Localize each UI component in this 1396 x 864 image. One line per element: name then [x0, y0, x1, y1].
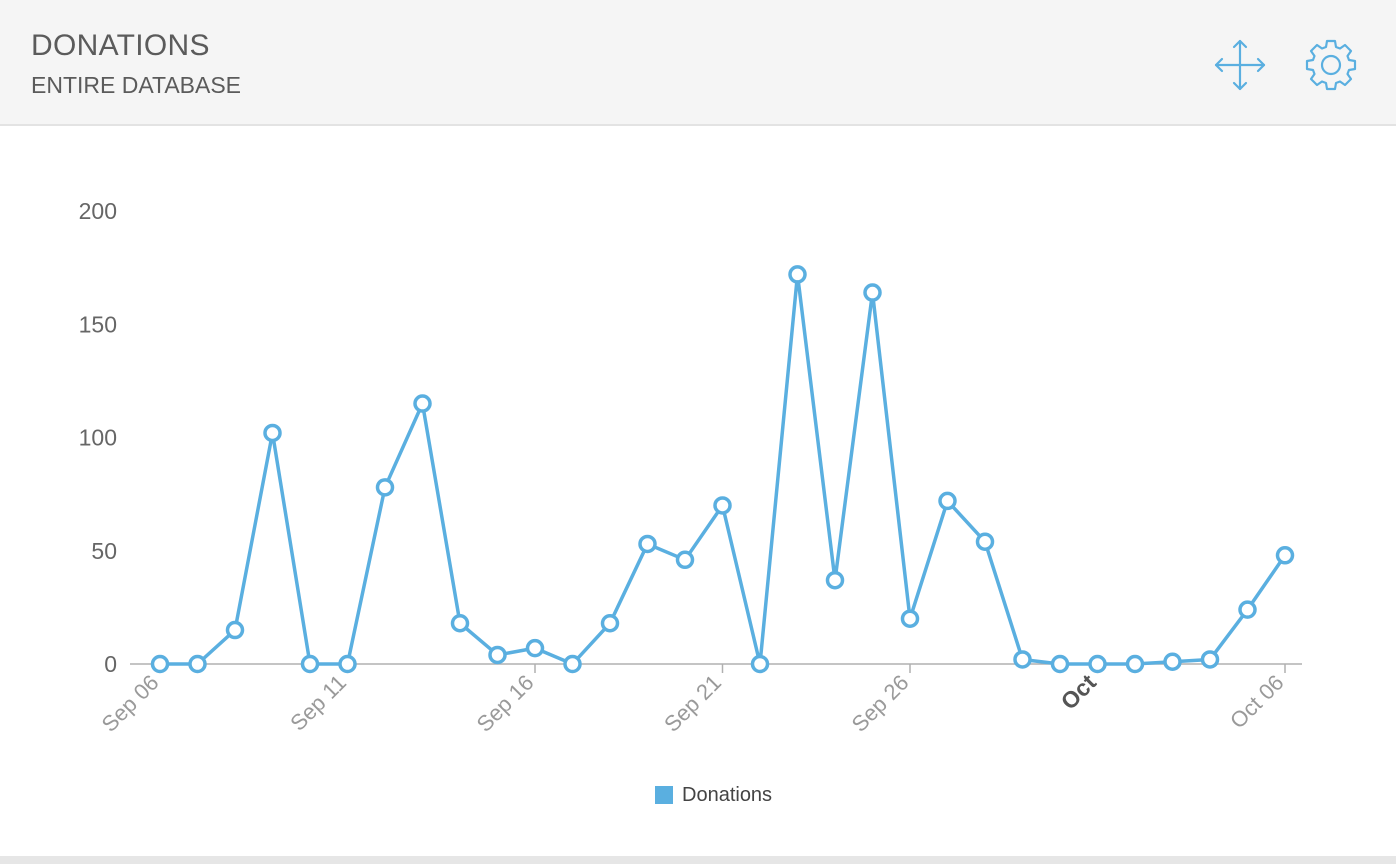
gear-icon[interactable]: [1305, 39, 1357, 91]
x-tick-label: Sep 26: [847, 670, 914, 737]
widget-title: DONATIONS: [31, 29, 210, 62]
data-point[interactable]: [975, 532, 995, 551]
widget-bottom-border: [0, 856, 1396, 864]
data-point[interactable]: [1088, 654, 1107, 674]
data-point[interactable]: [1238, 600, 1257, 619]
data-point[interactable]: [1163, 652, 1182, 671]
data-point[interactable]: [413, 394, 432, 413]
data-point[interactable]: [450, 613, 470, 633]
legend-label: Donations: [682, 784, 773, 806]
y-tick-label: 50: [91, 538, 117, 564]
data-point[interactable]: [150, 654, 170, 674]
line-chart: 0 50 100 150 200 Sep 06 Sep 11 Sep 16 Sep 21 Sep …: [79, 198, 1302, 737]
data-point[interactable]: [300, 654, 320, 674]
data-point[interactable]: [1125, 654, 1145, 674]
chart-legend[interactable]: Donations: [655, 783, 772, 807]
chart-area: 0 50 100 150 200 Sep 06 Sep 11 Sep 16 Sep 21 Sep …: [0, 128, 1396, 856]
y-tick-label: 150: [79, 311, 117, 337]
data-point[interactable]: [525, 638, 545, 658]
data-point[interactable]: [1050, 654, 1070, 674]
y-tick-label: 100: [79, 425, 117, 451]
data-point[interactable]: [375, 478, 395, 497]
data-point[interactable]: [338, 654, 357, 674]
move-arrows-icon[interactable]: [1214, 39, 1266, 91]
data-point[interactable]: [1013, 650, 1032, 669]
data-point[interactable]: [1275, 546, 1295, 565]
data-point[interactable]: [938, 491, 957, 511]
data-point[interactable]: [863, 283, 882, 302]
data-point[interactable]: [188, 654, 207, 674]
data-point[interactable]: [1200, 650, 1220, 669]
widget-subtitle: ENTIRE DATABASE: [31, 72, 242, 98]
series-line-donations: [158, 272, 1287, 666]
x-tick-label: Sep 06: [97, 670, 164, 737]
x-tick-label: Sep 21: [659, 670, 726, 737]
data-point[interactable]: [900, 609, 920, 628]
data-point[interactable]: [713, 496, 732, 515]
x-tick-label: Oct 06: [1225, 670, 1289, 734]
data-point[interactable]: [563, 654, 582, 674]
data-point[interactable]: [675, 550, 695, 570]
data-point[interactable]: [488, 645, 507, 665]
legend-swatch: [655, 786, 673, 804]
data-point[interactable]: [750, 654, 770, 674]
widget-header: DONATIONS ENTIRE DATABASE: [0, 0, 1396, 126]
data-point[interactable]: [225, 620, 245, 640]
data-point[interactable]: [600, 613, 620, 633]
data-point[interactable]: [788, 265, 807, 284]
x-tick-label: Sep 11: [285, 670, 351, 736]
data-point[interactable]: [263, 423, 282, 443]
y-tick-label: 200: [79, 198, 117, 224]
data-point[interactable]: [638, 534, 657, 554]
data-point[interactable]: [825, 570, 845, 590]
x-tick-label: Sep 16: [472, 670, 539, 737]
x-tick-label: Oct: [1056, 669, 1102, 715]
y-tick-label: 0: [104, 651, 117, 677]
